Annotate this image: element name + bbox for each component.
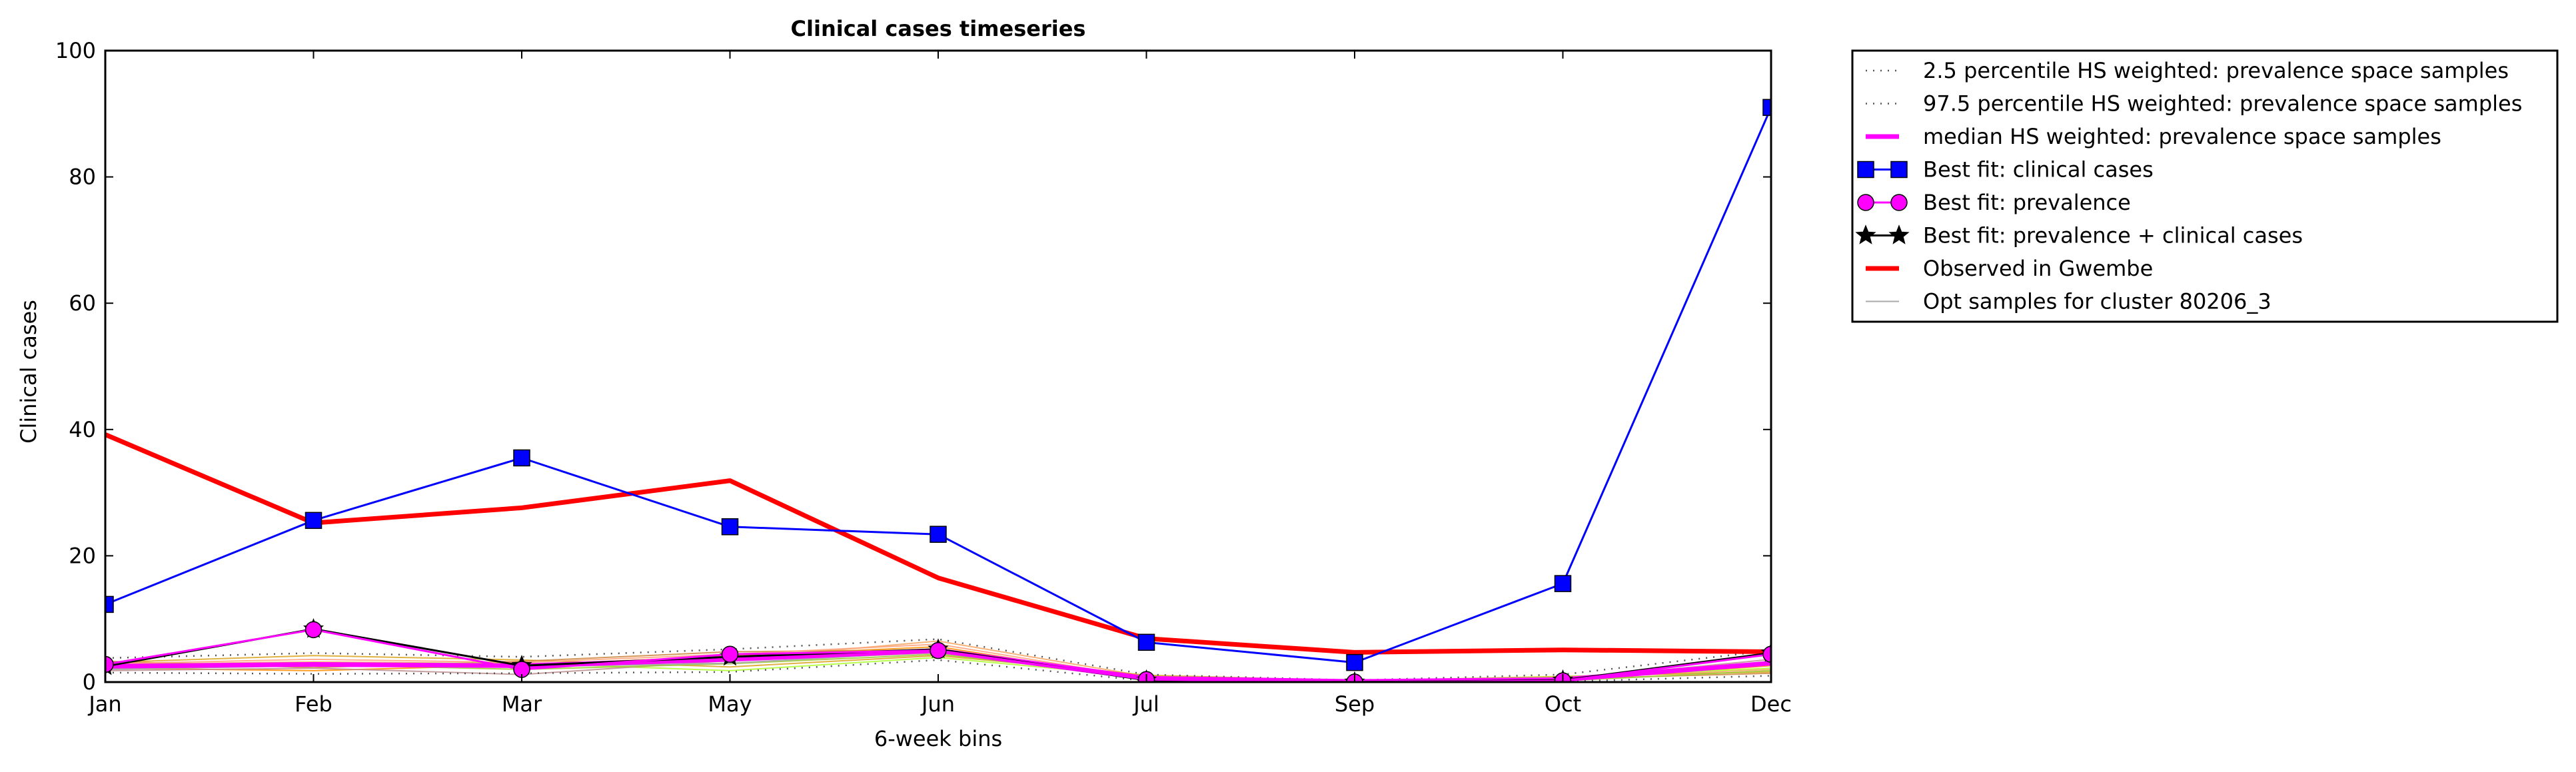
x-tick-label-2: Mar [502,691,542,717]
series-3-point-4 [930,526,947,543]
y-tick-label-4: 80 [69,165,96,190]
legend-marker-b-5 [1888,224,1910,244]
legend-label-3: Best fit: clinical cases [1923,157,2154,183]
series-4-point-1 [305,621,322,639]
x-axis-ticks: Jan Feb Mar May Jun Jul Sep Oct Dec [87,51,1792,717]
series-3-point-6 [1346,653,1363,671]
x-tick-label-0: Jan [87,691,121,717]
series-3-point-7 [1554,575,1572,592]
series-3-point-1 [305,512,322,530]
x-tick-label-5: Jul [1132,691,1159,717]
x-tick-label-6: Sep [1335,691,1375,717]
legend-label-6: Observed in Gwembe [1923,256,2153,281]
x-axis-label: 6-week bins [874,726,1002,751]
legend-frame [1851,49,2559,323]
x-tick-label-8: Dec [1750,691,1792,717]
x-tick-label-4: Jun [920,691,955,717]
x-tick-label-3: May [708,691,752,717]
x-tick-label-1: Feb [295,691,332,717]
legend-marker-a-4 [1857,194,1874,211]
y-tick-label-0: 0 [83,669,96,695]
series-3-point-2 [513,449,530,467]
legend-label-1: 97.5 percentile HS weighted: prevalence … [1923,91,2522,117]
y-tick-label-5: 100 [55,38,96,63]
legend-label-4: Best fit: prevalence [1923,190,2131,215]
plot-series [105,99,1771,682]
series-4-point-4 [930,641,947,659]
y-tick-label-2: 40 [69,417,96,442]
series-3-point-5 [1137,633,1155,651]
series-4-point-3 [721,645,739,663]
legend-label-0: 2.5 percentile HS weighted: prevalence s… [1923,58,2509,83]
series-3-point-3 [721,518,739,536]
series-4-point-0 [105,655,114,673]
y-axis-label: Clinical cases [16,300,41,444]
legend: 2.5 percentile HS weighted: prevalence s… [1851,49,2559,323]
x-tick-label-7: Oct [1545,691,1581,717]
y-axis-ticks: 0 20 40 60 80 100 [55,38,1771,695]
series-3-point-8 [1762,99,1771,117]
legend-marker-a-5 [1855,224,1876,244]
series-line-6 [105,432,1771,655]
y-tick-label-1: 20 [69,543,96,568]
plot-frame [104,49,1772,683]
legend-marker-b-3 [1890,161,1908,179]
series-3-point-0 [105,595,114,613]
legend-marker-b-4 [1890,194,1908,211]
legend-label-7: Opt samples for cluster 80206_3 [1923,289,2271,314]
chart-title: Clinical cases timeseries [791,16,1086,41]
y-tick-label-3: 60 [69,290,96,316]
legend-label-5: Best fit: prevalence + clinical cases [1923,223,2303,248]
series-4-point-8 [1762,645,1771,663]
legend-marker-a-3 [1857,161,1874,179]
legend-label-2: median HS weighted: prevalence space sam… [1923,124,2441,149]
